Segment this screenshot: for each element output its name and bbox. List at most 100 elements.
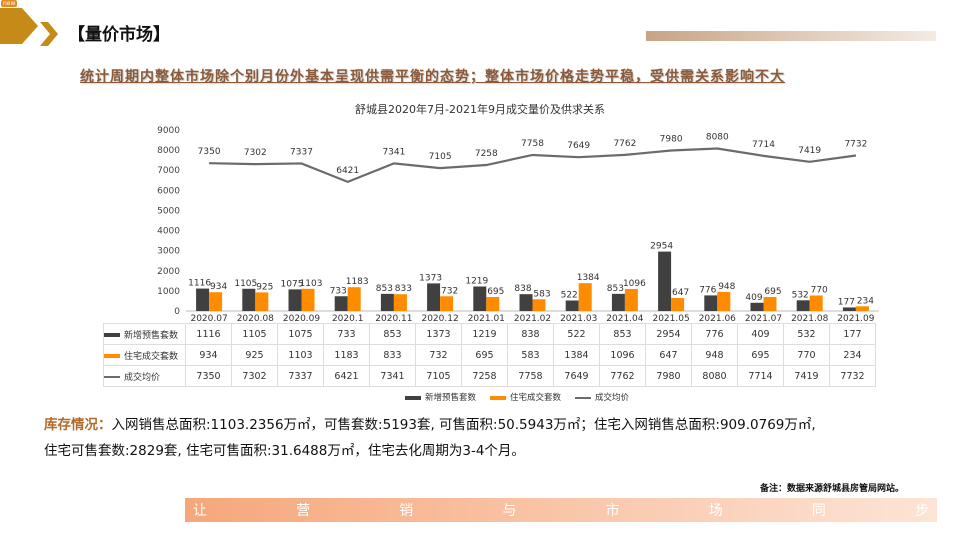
bar-data-label: 934: [210, 282, 227, 292]
table-cell: 522: [553, 323, 600, 345]
inventory-line1: 入网销售总面积:1103.2356万㎡，可售套数:5193套, 可售面积:50.…: [111, 417, 816, 433]
chart: 0 1000 2000 3000 4000 5000 6000 7000 8000 9000 202…: [157, 126, 879, 324]
bar-data-label: 522: [561, 291, 578, 301]
table-cell: 2954: [645, 323, 692, 345]
line-data-label: 7762: [613, 139, 636, 149]
bar-data-label: 2954: [650, 242, 673, 252]
y-tick-label: 9000: [157, 126, 180, 136]
table-cell: 1373: [415, 323, 462, 345]
line-data-label: 7105: [429, 152, 452, 162]
slogan-char: 市: [605, 503, 620, 519]
table-cell: 833: [369, 344, 416, 366]
bar-data-label: 732: [441, 286, 458, 296]
table-cell: 853: [369, 323, 416, 345]
table-cell: 647: [645, 344, 692, 366]
slogan-char: 让: [193, 503, 207, 519]
bar-data-label: 770: [811, 286, 828, 296]
table-cell: 1219: [461, 323, 508, 345]
bar-data-label: 838: [514, 284, 531, 294]
y-tick-label: 5000: [157, 206, 180, 216]
bar-data-label: 948: [718, 282, 735, 292]
line-data-label: 6421: [336, 166, 359, 176]
source-note: 备注：数据来源舒城县房管局网站。: [760, 484, 905, 494]
slogan-char: 营: [296, 503, 311, 519]
line-data-label: 7350: [198, 147, 221, 157]
line-data-label: 7649: [567, 141, 590, 151]
bar: [242, 288, 256, 311]
table-cell: 695: [737, 344, 784, 366]
bar-data-label: 647: [672, 288, 689, 298]
bar-data-label: 1116: [188, 279, 211, 289]
bar-data-label: 1373: [419, 273, 442, 283]
x-tick-label: 2020.11: [375, 314, 412, 324]
table-cell: 177: [829, 323, 876, 345]
bar: [347, 287, 361, 311]
inventory-label: 库存情况：: [44, 417, 112, 433]
summary-subtitle: 统计周期内整体市场除个别月份外基本呈现供需平衡的态势；整体市场价格走势平稳，受供…: [80, 69, 785, 85]
table-cell: 234: [829, 344, 876, 366]
bar: [842, 307, 856, 311]
table-cell: 6421: [323, 365, 370, 387]
line-data-label: 7258: [475, 149, 498, 159]
table-cell: 770: [783, 344, 830, 366]
data-table: 新增预售套数 1116 1105 1075 733 853 1373 1219 838 522 85…: [103, 323, 876, 387]
table-cell: 583: [507, 344, 554, 366]
bar: [796, 300, 810, 311]
chevron-logo-icon: [0, 8, 58, 46]
x-tick-label: 2021.04: [606, 314, 643, 324]
slogan-bar: 让营销与市场同步: [185, 498, 937, 522]
legend-item: 新增预售套数: [405, 391, 476, 403]
y-tick-label: 1000: [157, 287, 180, 297]
inventory-line2: 住宅可售套数:2829套, 住宅可售面积:31.6488万㎡，住宅去化周期为3-…: [44, 443, 525, 459]
table-cell: 7649: [553, 365, 600, 387]
x-tick-label: 2021.01: [468, 314, 505, 324]
x-tick-label: 2020.09: [283, 314, 320, 324]
bar: [624, 288, 638, 311]
table-cell: 7258: [461, 365, 508, 387]
x-tick-label: 2020.1: [332, 314, 364, 324]
table-cell: 853: [599, 323, 646, 345]
bar-data-label: 853: [607, 284, 624, 294]
x-tick-label: 2021.09: [837, 314, 874, 324]
table-cell: 7105: [415, 365, 462, 387]
table-cell: 7762: [599, 365, 646, 387]
price-line: [209, 147, 857, 184]
x-tick-label: 2021.03: [560, 314, 597, 324]
bar: [334, 296, 348, 311]
x-tick-label: 2021.02: [514, 314, 551, 324]
bar: [380, 293, 394, 311]
y-tick-label: 0: [174, 307, 180, 317]
line-data-label: 7714: [752, 140, 775, 150]
bar-data-label: 583: [533, 289, 550, 299]
legend-item: 住宅成交套数: [490, 391, 561, 403]
decor-bar: [646, 31, 936, 41]
table-cell: 1384: [553, 344, 600, 366]
bar: [255, 292, 269, 311]
x-tick-label: 2020.08: [237, 314, 274, 324]
table-cell: 948: [691, 344, 738, 366]
table-cell: 7714: [737, 365, 784, 387]
bar-data-label: 177: [838, 297, 855, 307]
table-cell: 7758: [507, 365, 554, 387]
y-tick-label: 3000: [157, 247, 180, 257]
table-cell: 7350: [185, 365, 232, 387]
y-tick-label: 4000: [157, 227, 180, 237]
table-cell: 8080: [691, 365, 738, 387]
line-data-label: 7302: [244, 148, 267, 158]
table-cell: 1116: [185, 323, 232, 345]
table-cell: 7980: [645, 365, 692, 387]
bar-data-label: 1096: [623, 279, 646, 289]
bar: [809, 295, 823, 311]
bar-data-label: 1384: [577, 273, 600, 283]
y-tick-label: 6000: [157, 186, 180, 196]
bar: [288, 289, 302, 311]
bar-data-label: 733: [330, 286, 347, 296]
bar-data-label: 1183: [346, 277, 369, 287]
table-cell: 7337: [277, 365, 324, 387]
bar: [855, 306, 869, 311]
bar-data-label: 1219: [465, 276, 488, 286]
bar: [532, 299, 546, 311]
table-cell: 7419: [783, 365, 830, 387]
bar-data-label: 853: [376, 284, 393, 294]
bar-data-label: 925: [256, 282, 273, 292]
